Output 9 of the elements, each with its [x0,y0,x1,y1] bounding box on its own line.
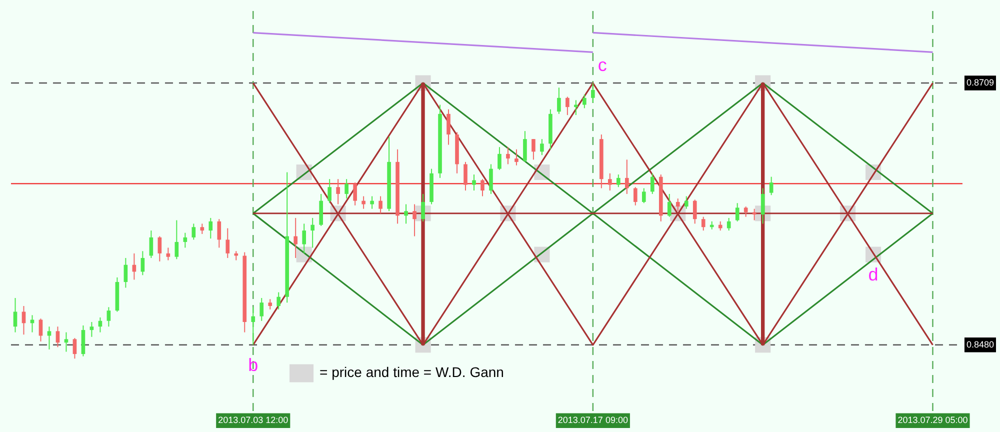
x-tick-label: 2013.07.03 12:00 [218,415,288,426]
y-tick-label: 0.8480 [966,339,994,350]
x-tick-label: 2013.07.17 09:00 [558,415,628,426]
y-tick-label: 0.8709 [966,78,994,88]
x-tick-label: 2013.07.29 05:00 [898,415,968,426]
legend-label: = price and time = W.D. Gann [320,364,504,380]
annotation: c [598,55,607,76]
annotation: b [248,354,258,375]
annotation: d [868,264,878,285]
